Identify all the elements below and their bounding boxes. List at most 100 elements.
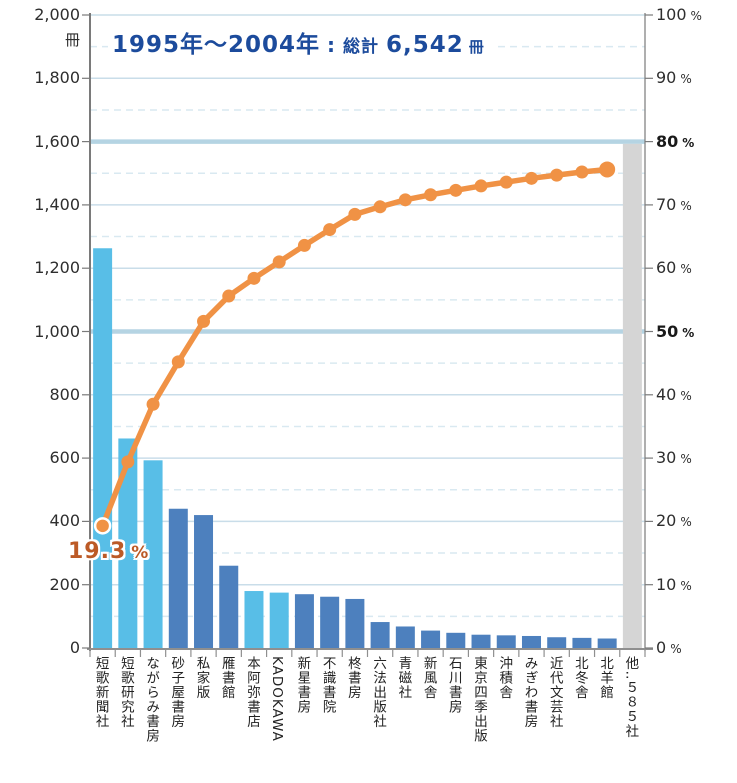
bar-4: [168, 508, 188, 648]
bar-8: [269, 592, 289, 648]
y-right-tick-label: 60%: [656, 258, 734, 279]
bar-9: [294, 594, 314, 648]
cumulative-point-19: [550, 168, 564, 182]
cumulative-point-20: [575, 165, 589, 179]
y-right-tick-label: 80%: [656, 132, 734, 153]
y-right-tick-unit: %: [680, 262, 692, 277]
x-category-label: 短歌研究社: [117, 656, 134, 729]
bar-21: [597, 638, 617, 648]
x-category-label: 六法出版社: [370, 656, 387, 729]
cumulative-point-16: [474, 179, 488, 193]
y-left-tick-label: 1,600: [34, 131, 80, 151]
y-left-tick-label: 800: [49, 384, 80, 404]
x-category-label: 他‥５８５社: [622, 656, 639, 739]
cumulative-point-3: [146, 397, 160, 411]
y-left-tick-label: 600: [49, 448, 80, 468]
y-right-tick-label: 100%: [656, 5, 734, 26]
bar-22: [622, 143, 642, 649]
y-right-tick-value: 80: [656, 131, 679, 151]
bar-13: [395, 626, 415, 648]
y-right-tick-label: 30%: [656, 448, 734, 469]
bar-20: [572, 637, 592, 648]
x-category-label: 短歌新聞社: [92, 656, 109, 729]
title-unit: 冊: [468, 38, 485, 56]
title-range: 1995年～2004年: [112, 32, 321, 58]
annotation-unit: %: [131, 543, 150, 563]
x-category-label: 砂子屋書房: [168, 656, 185, 729]
bar-14: [421, 630, 441, 648]
cumulative-point-21: [599, 161, 616, 178]
y-left-axis-unit: 冊: [64, 31, 80, 49]
x-category-label: 新星書房: [294, 656, 311, 714]
y-right-tick-unit: %: [680, 452, 692, 467]
cumulative-point-10: [323, 223, 337, 237]
bar-15: [446, 632, 466, 648]
x-category-label: ながらみ書房: [143, 656, 160, 743]
cumulative-point-7: [247, 271, 261, 285]
y-right-tick-value: 90: [656, 68, 677, 88]
y-left-tick-label: 1,800: [34, 68, 80, 88]
y-right-tick-value: 100: [656, 5, 687, 24]
y-right-tick-label: 90%: [656, 68, 734, 89]
bar-3: [143, 460, 163, 648]
title-total-value: 6,542: [386, 32, 464, 58]
y-right-tick-unit: %: [682, 325, 695, 340]
cumulative-point-15: [449, 183, 463, 197]
y-right-tick-value: 30: [656, 448, 677, 468]
y-right-tick-label: 50%: [656, 322, 734, 343]
y-right-tick-unit: %: [680, 515, 692, 530]
cumulative-point-14: [424, 188, 438, 202]
x-category-label: KADOKAWA: [269, 656, 286, 742]
annotation-value: 19.3: [68, 539, 127, 564]
x-category-label: 北羊館: [597, 656, 614, 700]
x-category-label: 青磁社: [395, 656, 412, 700]
x-category-label: 北冬舎: [571, 656, 588, 700]
chart-title: 1995年～2004年: 総計 6,542 冊: [108, 23, 493, 61]
cumulative-point-12: [373, 200, 387, 214]
y-right-tick-unit: %: [680, 578, 692, 593]
y-left-tick-label: 1,400: [34, 194, 80, 214]
x-category-label: みぎわ書房: [521, 656, 538, 729]
y-left-tick-label: 1,200: [34, 258, 80, 278]
y-right-tick-value: 70: [656, 194, 677, 214]
y-right-tick-unit: %: [670, 642, 682, 656]
x-category-label: 本阿弥書店: [243, 656, 260, 729]
y-right-tick-unit: %: [682, 135, 695, 150]
y-right-tick-value: 0: [656, 638, 667, 657]
bar-16: [471, 634, 491, 648]
y-left-tick-label: 1,000: [34, 321, 80, 341]
x-category-label: 沖積舎: [496, 656, 513, 700]
bar-2: [118, 438, 138, 648]
y-right-tick-label: 0%: [656, 638, 734, 659]
cumulative-point-6: [222, 289, 236, 303]
title-separator: :: [327, 33, 337, 57]
first-point-percent-label: 19.3%: [68, 539, 149, 564]
cumulative-point-18: [524, 171, 538, 185]
cumulative-point-2: [121, 455, 135, 469]
cumulative-line: [99, 166, 610, 529]
cumulative-point-9: [297, 238, 311, 252]
bar-5: [194, 515, 214, 648]
cumulative-point-5: [197, 314, 211, 328]
y-right-tick-value: 20: [656, 511, 677, 531]
y-right-tick-unit: %: [680, 388, 692, 403]
y-right-tick-label: 20%: [656, 511, 734, 532]
y-right-tick-value: 40: [656, 384, 677, 404]
x-category-label: 東京四季出版: [471, 656, 488, 743]
x-category-label: 新風舎: [420, 656, 437, 700]
y-right-tick-unit: %: [680, 72, 692, 87]
y-right-tick-value: 10: [656, 574, 677, 594]
y-right-tick-unit: %: [680, 198, 692, 213]
y-right-tick-label: 70%: [656, 195, 734, 216]
cumulative-point-11: [348, 207, 362, 221]
x-category-label: 雁書館: [218, 656, 235, 700]
y-left-tick-label: 400: [49, 511, 80, 531]
y-left-tick-label: 200: [49, 574, 80, 594]
x-category-label: 柊書房: [344, 656, 361, 700]
bar-19: [547, 637, 567, 648]
cumulative-point-1: [93, 517, 112, 535]
y-right-tick-unit: %: [690, 9, 702, 23]
x-category-label: 不識書院: [319, 656, 336, 714]
